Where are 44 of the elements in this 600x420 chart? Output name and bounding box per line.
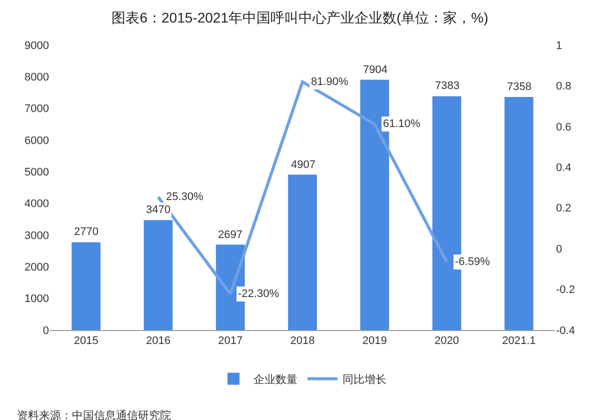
y-tick-label: 2000	[24, 262, 49, 274]
x-tick-label: 2018	[290, 335, 315, 348]
data-label: 3470	[146, 204, 170, 216]
bar	[504, 97, 534, 330]
y-tick-label: 7000	[24, 103, 49, 116]
legend-label: 企业数量	[254, 372, 298, 386]
y2-tick-label: 1	[556, 40, 562, 52]
x-tick-label: 2020	[434, 335, 460, 348]
y-tick-label: 6000	[24, 134, 49, 147]
y-tick-label: 3000	[24, 230, 49, 242]
y-tick-label: 8000	[24, 72, 49, 84]
y2-tick-label: 0.4	[556, 162, 572, 174]
data-label: 61.10%	[383, 118, 421, 130]
y-tick-label: 4000	[24, 198, 49, 210]
data-label: 7904	[363, 64, 388, 76]
data-label: 2770	[74, 226, 98, 238]
legend-label: 同比增长	[342, 372, 386, 386]
data-label: -22.30%	[238, 288, 280, 300]
y2-tick-label: -0.4	[556, 324, 575, 337]
x-tick-label: 2015	[74, 335, 98, 348]
y-tick-label: 0	[42, 324, 49, 337]
y2-tick-label: -0.2	[556, 284, 575, 296]
data-label: 81.90%	[311, 76, 349, 88]
data-label: 2697	[218, 229, 242, 241]
y-tick-label: 5000	[24, 166, 49, 179]
x-tick-label: 2017	[218, 335, 243, 348]
bar	[144, 220, 173, 330]
data-label: 25.30%	[166, 191, 204, 203]
y-tick-label: 9000	[24, 40, 49, 52]
bar	[288, 174, 317, 330]
y2-tick-label: 0.8	[556, 80, 572, 93]
y2-tick-label: 0	[556, 243, 562, 256]
x-tick-label: 2016	[146, 335, 170, 348]
y-tick-label: 1000	[24, 293, 49, 306]
data-label: -6.59%	[455, 256, 490, 268]
chart-title: 图表6：2015-2021年中国呼叫中心产业企业数(单位：家，%)	[112, 9, 488, 26]
x-tick-label: 2021.1	[502, 335, 536, 348]
x-tick-label: 2019	[362, 335, 387, 348]
y2-tick-label: 0.6	[556, 121, 572, 134]
data-label: 7358	[507, 81, 532, 93]
y2-tick-label: 0.2	[556, 202, 572, 215]
data-label: 7383	[435, 80, 460, 92]
bar	[72, 242, 100, 330]
data-label: 4907	[291, 159, 316, 171]
